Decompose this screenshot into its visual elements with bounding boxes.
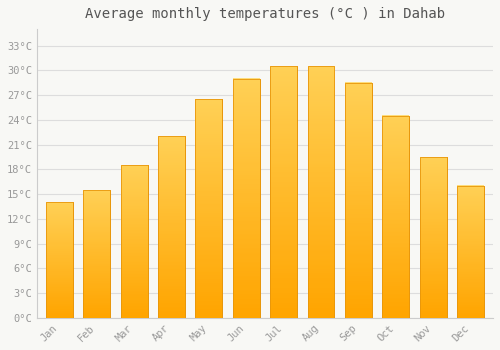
Bar — [233, 78, 260, 318]
Bar — [120, 165, 148, 318]
Bar — [196, 99, 222, 318]
Title: Average monthly temperatures (°C ) in Dahab: Average monthly temperatures (°C ) in Da… — [85, 7, 445, 21]
Bar — [233, 78, 260, 318]
Bar — [46, 202, 72, 318]
Bar — [83, 190, 110, 318]
Bar — [345, 83, 372, 318]
Bar — [270, 66, 297, 318]
Bar — [83, 190, 110, 318]
Bar — [158, 136, 185, 318]
Bar — [270, 66, 297, 318]
Bar — [420, 157, 446, 318]
Bar — [345, 83, 372, 318]
Bar — [158, 136, 185, 318]
Bar — [308, 66, 334, 318]
Bar — [382, 116, 409, 318]
Bar — [420, 157, 446, 318]
Bar — [196, 99, 222, 318]
Bar — [457, 186, 484, 318]
Bar — [457, 186, 484, 318]
Bar — [46, 202, 72, 318]
Bar — [308, 66, 334, 318]
Bar — [382, 116, 409, 318]
Bar — [120, 165, 148, 318]
